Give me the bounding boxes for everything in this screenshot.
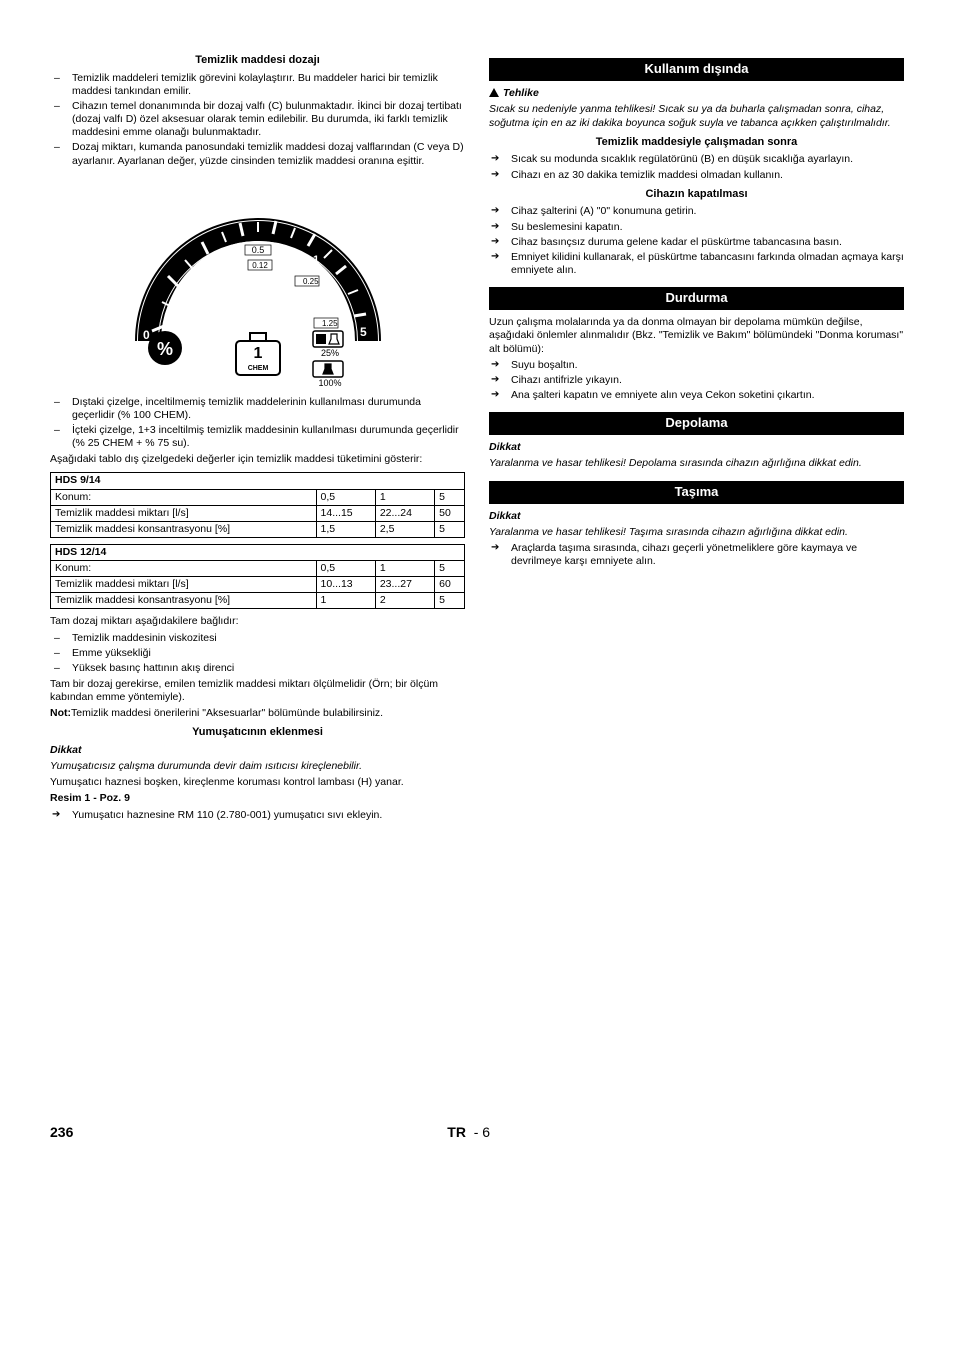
depo-dikkat: Dikkat (489, 441, 904, 454)
stop-steps: Suyu boşaltın. Cihazı antifrizle yıkayın… (489, 359, 904, 402)
svg-text:%: % (156, 339, 172, 359)
tehlike-text: Sıcak su nedeniyle yanma tehlikesi! Sıca… (489, 103, 904, 129)
table-hds-914: HDS 9/14 Konum:0,5 15 Temizlik maddesi m… (50, 472, 465, 538)
tables-intro: Aşağıdaki tablo dış çizelgedeki değerler… (50, 453, 465, 466)
svg-text:0.12: 0.12 (252, 261, 268, 270)
list-item: Cihaz şalterini (A) "0" konumuna getirin… (489, 205, 904, 218)
tas-dikkat: Dikkat (489, 510, 904, 523)
transport-steps: Araçlarda taşıma sırasında, cihazı geçer… (489, 542, 904, 568)
list-item: Suyu boşaltın. (489, 359, 904, 372)
depend-bullets: Temizlik maddesinin viskozitesi Emme yük… (50, 632, 465, 675)
list-item: Emme yüksekliği (50, 647, 465, 660)
list-item: Cihazın temel donanımında bir dozaj valf… (50, 100, 465, 139)
tas-text: Yaralanma ve hasar tehlikesi! Taşıma sır… (489, 526, 904, 539)
shutdown-steps: Cihaz şalterini (A) "0" konumuna getirin… (489, 205, 904, 277)
section-title-softener: Yumuşatıcının eklenmesi (50, 726, 465, 740)
list-item: Cihaz basınçsız duruma gelene kadar el p… (489, 236, 904, 249)
list-item: Su beslemesini kapatın. (489, 221, 904, 234)
list-item: Cihazı en az 30 dakika temizlik maddesi … (489, 169, 904, 182)
list-item: Emniyet kilidini kullanarak, el püskürtm… (489, 251, 904, 277)
list-item: Araçlarda taşıma sırasında, cihazı geçer… (489, 542, 904, 568)
dosing-bullets-1: Temizlik maddeleri temizlik görevini kol… (50, 72, 465, 168)
bar-storage: Depolama (489, 412, 904, 435)
depo-text: Yaralanma ve hasar tehlikesi! Depolama s… (489, 457, 904, 470)
svg-text:1: 1 (253, 345, 262, 362)
list-item: Temizlik maddesinin viskozitesi (50, 632, 465, 645)
svg-text:0.25: 0.25 (303, 277, 319, 286)
svg-text:5: 5 (360, 325, 367, 339)
table-hds-1214: HDS 12/14 Konum:0,5 15 Temizlik maddesi … (50, 544, 465, 610)
bar-out-of-use: Kullanım dışında (489, 58, 904, 81)
depend-intro: Tam dozaj miktarı aşağıdakilere bağlıdır… (50, 615, 465, 628)
tehlike-label: Tehlike (489, 87, 904, 100)
list-item: Dozaj miktarı, kumanda panosundaki temiz… (50, 141, 465, 167)
svg-text:1.25: 1.25 (322, 319, 338, 328)
svg-text:CHEM: CHEM (247, 365, 268, 372)
sub-shutdown: Cihazın kapatılması (489, 188, 904, 202)
softener-warning: Yumuşatıcısız çalışma durumunda devir da… (50, 760, 465, 773)
svg-text:1: 1 (313, 254, 319, 266)
svg-text:0: 0 (143, 328, 150, 342)
dikkat-label: Dikkat (50, 744, 465, 757)
svg-text:0.5: 0.5 (251, 245, 264, 255)
list-item: Sıcak su modunda sıcaklık regülatörünü (… (489, 153, 904, 166)
list-item: Ana şalteri kapatın ve emniyete alın vey… (489, 389, 904, 402)
list-item: Yüksek basınç hattının akış direnci (50, 662, 465, 675)
sub-after-deterg: Temizlik maddesiyle çalışmadan sonra (489, 136, 904, 150)
dosing-bullets-2: Dıştaki çizelge, inceltilmemiş temizlik … (50, 396, 465, 451)
list-item: Temizlik maddeleri temizlik görevini kol… (50, 72, 465, 98)
list-item: Cihazı antifrizle yıkayın. (489, 374, 904, 387)
section-title-dosing: Temizlik maddesi dozajı (50, 54, 465, 68)
list-item: İçteki çizelge, 1+3 inceltilmiş temizlik… (50, 424, 465, 450)
svg-text:100%: 100% (318, 378, 341, 386)
measure-para: Tam bir dozaj gerekirse, emilen temizlik… (50, 678, 465, 704)
after-deterg-steps: Sıcak su modunda sıcaklık regülatörünü (… (489, 153, 904, 181)
bar-transport: Taşıma (489, 481, 904, 504)
list-item: Yumuşatıcı haznesine RM 110 (2.780-001) … (50, 809, 465, 822)
resim-ref: Resim 1 - Poz. 9 (50, 792, 465, 805)
bar-stop: Durdurma (489, 287, 904, 310)
list-item: Dıştaki çizelge, inceltilmemiş temizlik … (50, 396, 465, 422)
durdurma-para: Uzun çalışma molalarında ya da donma olm… (489, 316, 904, 355)
softener-para: Yumuşatıcı haznesi boşken, kireçlenme ko… (50, 776, 465, 789)
page-number: 236 (50, 1124, 73, 1142)
lang-code: TR - 6 (73, 1124, 864, 1142)
page-footer: 236 TR - 6 (50, 1124, 904, 1142)
softener-steps: Yumuşatıcı haznesine RM 110 (2.780-001) … (50, 809, 465, 822)
svg-text:25%: 25% (320, 348, 338, 358)
note-line: Not:Temizlik maddesi önerilerini "Aksesu… (50, 707, 465, 720)
gauge-diagram: 0 0.5 0.12 1 0.25 1.25 5 % % 1 CHEM (50, 176, 465, 390)
